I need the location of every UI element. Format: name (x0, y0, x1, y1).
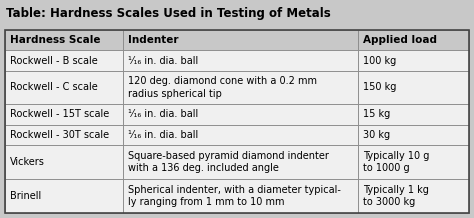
Bar (5, 104, 123, 124)
Bar (5, 124, 123, 145)
Bar (123, 124, 358, 145)
Text: Square-based pyramid diamond indenter
with a 136 deg. included angle: Square-based pyramid diamond indenter wi… (128, 151, 329, 173)
Text: ¹⁄₁₆ in. dia. ball: ¹⁄₁₆ in. dia. ball (128, 130, 199, 140)
Text: Rockwell - 30T scale: Rockwell - 30T scale (10, 130, 109, 140)
Text: Vickers: Vickers (10, 157, 45, 167)
Bar (123, 30, 358, 50)
Bar (5, 145, 123, 179)
Bar (123, 179, 358, 213)
Bar (5, 71, 123, 104)
Bar (358, 179, 469, 213)
Bar (5, 30, 123, 50)
Text: ¹⁄₁₆ in. dia. ball: ¹⁄₁₆ in. dia. ball (128, 56, 199, 66)
Text: Hardness Scale: Hardness Scale (10, 35, 100, 45)
Text: Spherical indenter, with a diameter typical-
ly ranging from 1 mm to 10 mm: Spherical indenter, with a diameter typi… (128, 185, 341, 207)
Bar (358, 104, 469, 124)
Bar (5, 50, 123, 71)
Bar (5, 179, 123, 213)
Bar (358, 145, 469, 179)
Bar (358, 30, 469, 50)
Text: Typically 1 kg
to 3000 kg: Typically 1 kg to 3000 kg (363, 185, 428, 207)
Text: Rockwell - C scale: Rockwell - C scale (10, 82, 98, 92)
Bar (123, 104, 358, 124)
Bar (358, 71, 469, 104)
Bar (123, 50, 358, 71)
Text: 120 deg. diamond cone with a 0.2 mm
radius spherical tip: 120 deg. diamond cone with a 0.2 mm radi… (128, 76, 317, 99)
Bar (123, 145, 358, 179)
Bar (123, 71, 358, 104)
Bar (358, 50, 469, 71)
Text: Applied load: Applied load (363, 35, 437, 45)
Text: Rockwell - B scale: Rockwell - B scale (10, 56, 98, 66)
Text: 150 kg: 150 kg (363, 82, 396, 92)
Text: Typically 10 g
to 1000 g: Typically 10 g to 1000 g (363, 151, 429, 173)
Bar (358, 124, 469, 145)
Text: Indenter: Indenter (128, 35, 179, 45)
Text: Brinell: Brinell (10, 191, 41, 201)
Text: ¹⁄₁₆ in. dia. ball: ¹⁄₁₆ in. dia. ball (128, 109, 199, 119)
Text: Table: Hardness Scales Used in Testing of Metals: Table: Hardness Scales Used in Testing o… (6, 7, 331, 20)
Text: 30 kg: 30 kg (363, 130, 390, 140)
Text: 15 kg: 15 kg (363, 109, 390, 119)
Text: 100 kg: 100 kg (363, 56, 396, 66)
Text: Rockwell - 15T scale: Rockwell - 15T scale (10, 109, 109, 119)
Bar (5, 30, 469, 213)
